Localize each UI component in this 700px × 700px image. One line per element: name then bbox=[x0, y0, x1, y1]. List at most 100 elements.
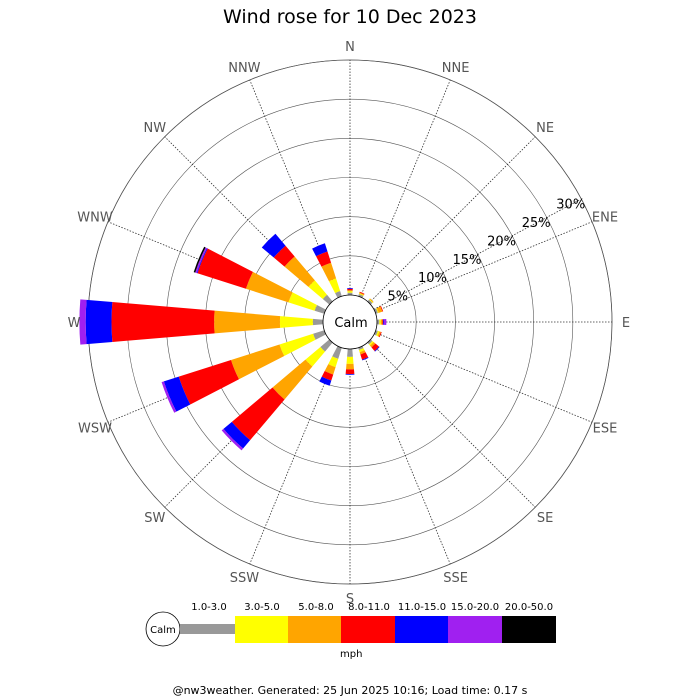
bar-wnw-11.0-15.0 bbox=[196, 248, 208, 274]
direction-label-nnw: NNW bbox=[228, 61, 260, 76]
direction-label-ssw: SSW bbox=[230, 571, 260, 586]
bar-ene-1.0-3.0 bbox=[373, 308, 378, 314]
legend-label-5: 11.0-15.0 bbox=[398, 602, 446, 613]
bar-sw-1.0-3.0 bbox=[320, 339, 333, 352]
bar-w-1.0-3.0 bbox=[312, 318, 324, 326]
bar-s-8.0-11.0 bbox=[345, 369, 355, 375]
bar-sse-11.0-15.0 bbox=[362, 357, 369, 361]
legend-label-2: 3.0-5.0 bbox=[244, 602, 279, 613]
bar-ssw-1.0-3.0 bbox=[332, 345, 342, 359]
bar-n-3.0-5.0 bbox=[347, 291, 353, 293]
legend-label-4: 8.0-11.0 bbox=[348, 602, 390, 613]
bar-ne-1.0-3.0 bbox=[367, 299, 373, 305]
tick-label-15: 15% bbox=[453, 253, 482, 268]
bar-ssw-8.0-11.0 bbox=[321, 371, 334, 381]
bar-ese-8.0-11.0 bbox=[378, 331, 382, 338]
spoke-ne bbox=[368, 136, 536, 304]
legend-swatch-1 bbox=[180, 624, 235, 634]
bar-wnw-3.0-5.0 bbox=[288, 292, 317, 311]
bar-sw-5.0-8.0 bbox=[272, 359, 313, 400]
bar-nne-1.0-3.0 bbox=[358, 294, 364, 299]
bar-w-3.0-5.0 bbox=[279, 316, 313, 328]
bar-s-11.0-15.0 bbox=[345, 373, 355, 375]
bar-se-11.0-15.0 bbox=[374, 346, 380, 352]
bar-nw-1.0-3.0 bbox=[322, 294, 333, 305]
bar-nw-8.0-11.0 bbox=[273, 245, 295, 267]
spoke-nne bbox=[359, 79, 451, 298]
bar-wnw-15.0-20.0 bbox=[195, 247, 207, 274]
bar-wsw-3.0-5.0 bbox=[279, 333, 316, 356]
bar-sw-8.0-11.0 bbox=[231, 387, 285, 441]
tick-label-25: 25% bbox=[522, 216, 551, 231]
bar-wnw-8.0-11.0 bbox=[197, 248, 253, 289]
bar-w-15.0-20.0 bbox=[79, 299, 87, 345]
legend-swatch-2 bbox=[235, 616, 289, 643]
bar-wsw-11.0-15.0 bbox=[163, 376, 191, 412]
bar-se-8.0-11.0 bbox=[371, 343, 379, 351]
legend-label-7: 20.0-50.0 bbox=[505, 602, 553, 613]
legend-swatch-3 bbox=[288, 616, 342, 643]
bar-e-3.0-5.0 bbox=[379, 319, 381, 325]
bar-sw-3.0-5.0 bbox=[305, 347, 325, 367]
direction-label-wsw: WSW bbox=[78, 422, 112, 437]
bar-nnw-11.0-15.0 bbox=[312, 243, 328, 257]
legend-swatch-4 bbox=[341, 616, 395, 643]
tick-label-20: 20% bbox=[487, 234, 516, 249]
calm-circle: Calm bbox=[322, 294, 378, 350]
spoke-sse bbox=[359, 346, 451, 565]
bar-ne-3.0-5.0 bbox=[368, 298, 374, 304]
bar-ene-5.0-8.0 bbox=[376, 306, 383, 313]
direction-label-ne: NE bbox=[536, 121, 554, 136]
spoke-se bbox=[368, 340, 536, 508]
bar-n-1.0-3.0 bbox=[347, 292, 353, 296]
tick-label-10: 10% bbox=[418, 271, 447, 286]
chart-title: Wind rose for 10 Dec 2023 bbox=[223, 6, 477, 28]
bar-ne-5.0-8.0 bbox=[369, 298, 374, 303]
bar-ssw-3.0-5.0 bbox=[328, 356, 339, 368]
legend-label-1: 1.0-3.0 bbox=[191, 602, 226, 613]
calm-circle-shape bbox=[322, 294, 378, 350]
bar-wnw-5.0-8.0 bbox=[245, 271, 293, 303]
bar-sw-15.0-20.0 bbox=[221, 428, 244, 451]
calm-label: Calm bbox=[334, 316, 367, 331]
legend-label-6: 15.0-20.0 bbox=[451, 602, 499, 613]
bar-wsw-8.0-11.0 bbox=[178, 359, 239, 405]
bar-n-5.0-8.0 bbox=[347, 290, 353, 292]
bar-ese-3.0-5.0 bbox=[376, 330, 380, 337]
bar-w-8.0-11.0 bbox=[111, 302, 215, 342]
bar-nw-11.0-15.0 bbox=[261, 233, 286, 258]
bar-nne-3.0-5.0 bbox=[358, 293, 364, 296]
bar-s-5.0-8.0 bbox=[346, 363, 354, 370]
bar-nne-5.0-8.0 bbox=[359, 292, 365, 296]
legend-swatch-5 bbox=[395, 616, 449, 643]
bar-e-15.0-20.0 bbox=[383, 318, 387, 326]
bar-se-5.0-8.0 bbox=[369, 341, 376, 348]
bar-ese-5.0-8.0 bbox=[377, 331, 381, 337]
bar-w-11.0-15.0 bbox=[85, 299, 113, 345]
bar-n-8.0-11.0 bbox=[347, 288, 353, 291]
bar-n-11.0-15.0 bbox=[347, 287, 353, 289]
bar-nw-5.0-8.0 bbox=[284, 256, 315, 287]
bar-e-1.0-3.0 bbox=[376, 319, 380, 325]
bar-se-1.0-3.0 bbox=[367, 339, 373, 345]
bar-wnw-20.0-50.0 bbox=[193, 246, 206, 273]
bar-sse-8.0-11.0 bbox=[360, 352, 369, 360]
bar-se-3.0-5.0 bbox=[368, 340, 374, 346]
bar-nne-8.0-11.0 bbox=[359, 291, 365, 295]
wind-rose-bars bbox=[79, 233, 387, 451]
bar-sse-3.0-5.0 bbox=[358, 348, 365, 353]
direction-label-nne: NNE bbox=[442, 61, 470, 76]
bar-wsw-1.0-3.0 bbox=[313, 330, 327, 340]
bar-sse-1.0-3.0 bbox=[358, 345, 364, 350]
bar-ssw-11.0-15.0 bbox=[319, 376, 332, 386]
bar-nnw-1.0-3.0 bbox=[335, 291, 342, 299]
legend-swatch-7 bbox=[502, 616, 556, 643]
tick-label-30: 30% bbox=[556, 198, 585, 213]
direction-label-sw: SW bbox=[144, 511, 165, 526]
tick-label-5: 5% bbox=[388, 290, 409, 305]
bar-wnw-1.0-3.0 bbox=[314, 304, 327, 314]
direction-label-ese: ESE bbox=[593, 422, 618, 437]
bar-e-5.0-8.0 bbox=[380, 319, 383, 325]
bar-ese-1.0-3.0 bbox=[373, 330, 378, 336]
bar-e-11.0-15.0 bbox=[383, 319, 385, 325]
